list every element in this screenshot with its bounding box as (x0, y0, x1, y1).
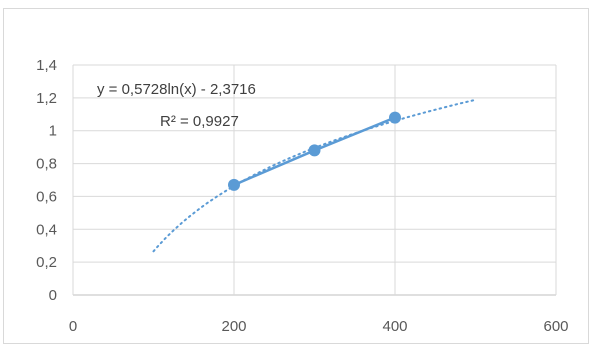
trendline-equation-label: y = 0,5728ln(x) - 2,3716 (97, 81, 256, 98)
x-tick-label: 200 (221, 318, 246, 335)
data-point (389, 111, 401, 124)
y-tick-label: 0 (49, 287, 57, 304)
y-tick-label: 0,8 (36, 156, 57, 173)
trendline-r2-label: R² = 0,9927 (160, 113, 239, 130)
y-tick-label: 0,2 (36, 254, 57, 271)
data-point (228, 178, 240, 191)
y-tick-label: 0,6 (36, 188, 57, 205)
y-tick-label: 1,4 (36, 57, 57, 74)
chart-area (3, 8, 589, 344)
y-tick-label: 1 (49, 123, 57, 140)
x-tick-label: 600 (543, 318, 568, 335)
x-tick-label: 0 (69, 318, 77, 335)
data-series (228, 111, 401, 191)
data-point (308, 144, 321, 157)
gridlines (72, 64, 557, 296)
y-tick-label: 1,2 (36, 90, 57, 107)
x-tick-label: 400 (382, 318, 407, 335)
tick-labels: 0 0,2 0,4 0,6 0,8 1 1,2 1,4 0 200 400 600 (36, 57, 568, 335)
y-tick-label: 0,4 (36, 221, 57, 238)
